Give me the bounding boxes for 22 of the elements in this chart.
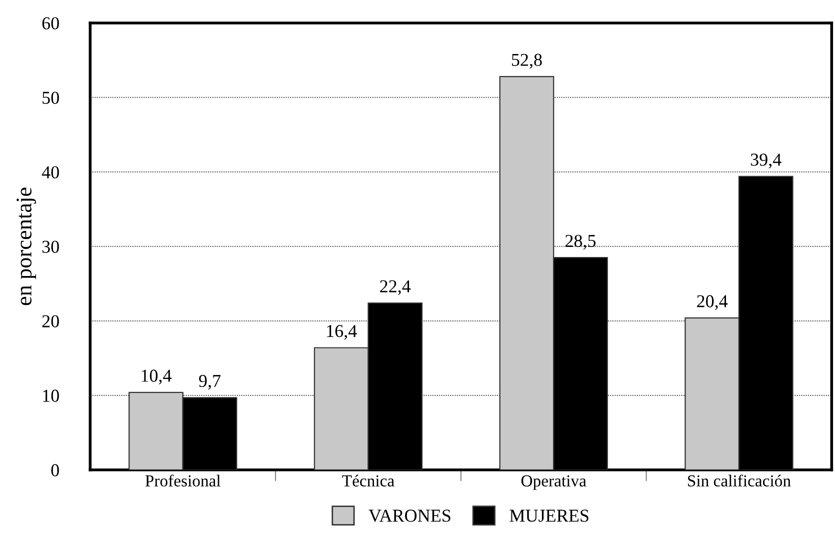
y-tick-label: 30 bbox=[42, 240, 59, 253]
legend-label: VARONES bbox=[368, 510, 450, 522]
y-tick-label: 60 bbox=[42, 17, 59, 30]
y-tick-label: 20 bbox=[42, 315, 59, 328]
y-axis-title: en porcentaje bbox=[16, 188, 36, 306]
data-label: 39,4 bbox=[750, 154, 782, 168]
data-label: 9,7 bbox=[199, 374, 221, 390]
data-label: 52,8 bbox=[512, 54, 542, 69]
x-tick-label: Sin calificación bbox=[688, 474, 791, 487]
data-label: 10,4 bbox=[142, 370, 172, 384]
y-tick-label: 40 bbox=[42, 166, 59, 178]
x-tick-label: Técnica bbox=[342, 474, 394, 487]
x-tick-label: Operativa bbox=[521, 475, 586, 490]
legend-label: MUJERES bbox=[510, 510, 588, 522]
y-tick-label: 0 bbox=[51, 464, 59, 476]
data-label: 28,5 bbox=[565, 234, 596, 250]
y-tick-label: 50 bbox=[42, 92, 59, 104]
data-label: 22,4 bbox=[380, 280, 411, 296]
data-label: 20,4 bbox=[697, 295, 728, 310]
x-tick-label: Profesional bbox=[145, 474, 220, 487]
data-label: 16,4 bbox=[327, 325, 357, 340]
y-tick-label: 10 bbox=[43, 390, 59, 402]
